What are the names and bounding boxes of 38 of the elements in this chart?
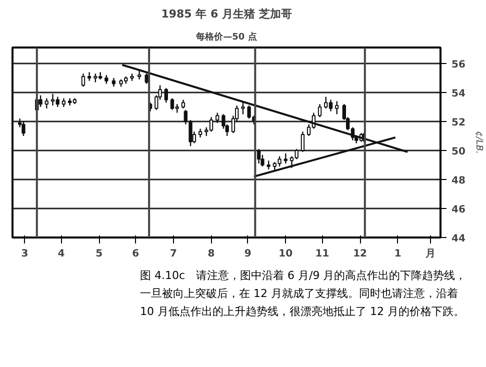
x-tick-label: 7 <box>170 248 177 260</box>
candlestick <box>247 104 251 120</box>
chart-title: 1985 年 6 月生猪 芝加哥 <box>161 8 292 20</box>
x-tick-label: 月 <box>424 248 436 260</box>
x-tick-label: 3 <box>21 248 28 260</box>
candlestick <box>38 94 42 108</box>
y-tick-label: 56 <box>452 59 466 70</box>
candlestick <box>335 100 339 115</box>
candlestick <box>22 120 26 137</box>
candlestick <box>44 98 48 110</box>
candlestick <box>87 72 92 82</box>
y-tick-label: 44 <box>452 234 466 244</box>
y-tick-label: 48 <box>452 175 466 186</box>
candlestick <box>216 112 220 124</box>
y-tick-label: 52 <box>452 117 466 128</box>
x-tick-label: 9 <box>244 248 252 260</box>
candlestick <box>137 68 142 80</box>
candlestick <box>81 73 86 88</box>
candlestick <box>256 148 261 164</box>
x-tick-label: 4 <box>58 248 65 260</box>
candlestick <box>300 131 305 153</box>
caption: 图 4.10c 请注意，图中沿着 6 月/9 月的高点作出的下降趋势线，一旦被向上突破后，在 12 月就成了支撑线。同时也请注意，沿着 10 月低点作出的上升趋势线，很漂亮地抵止了 12 月的价格下跌。 <box>140 268 468 320</box>
candlestick <box>164 88 168 104</box>
x-tick-label: 12 <box>353 248 368 260</box>
y-tick-label: 54 <box>452 88 466 100</box>
y-tick-label: 50 <box>452 146 466 158</box>
x-tick-label: 10 <box>278 248 293 260</box>
y-axis-title: ¢/LB. <box>473 131 484 154</box>
x-tick-label: 1 <box>394 248 402 260</box>
chart-subtitle: 每格价—50 点 <box>195 32 257 42</box>
candlestick <box>284 152 288 164</box>
x-tick-label: 5 <box>96 248 103 260</box>
y-tick-label: 46 <box>452 204 466 216</box>
x-tick-label: 8 <box>208 248 215 260</box>
candlestick <box>318 103 322 118</box>
x-tick-label: 11 <box>315 248 330 260</box>
x-tick-label: 6 <box>132 248 140 260</box>
candlestick <box>241 100 245 115</box>
